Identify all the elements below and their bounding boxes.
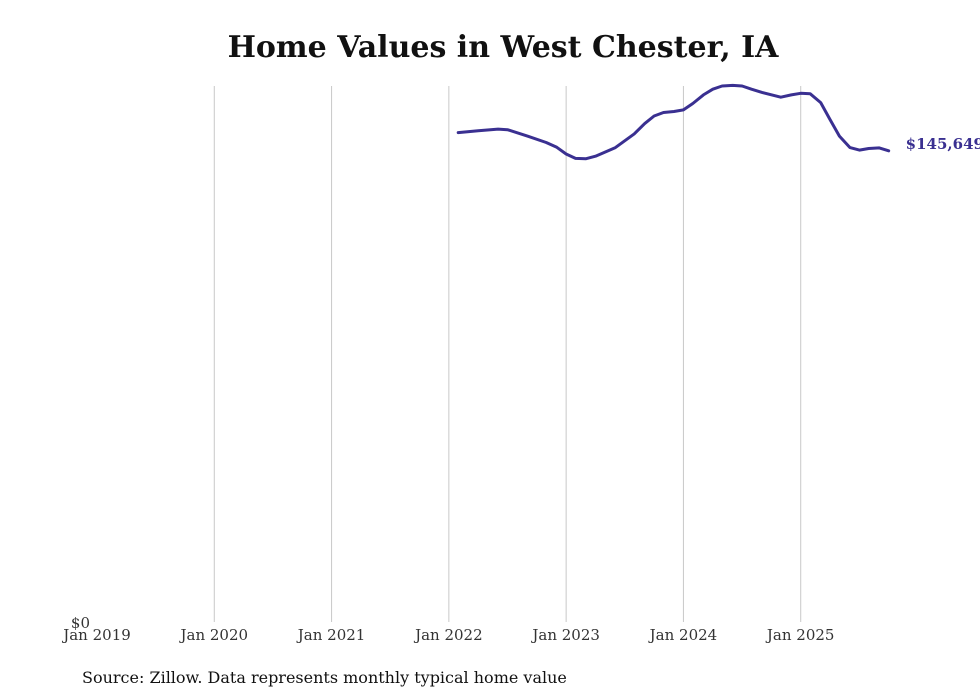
x-tick-label: Jan 2020 [179,626,249,644]
source-note: Source: Zillow. Data represents monthly … [82,668,567,687]
y-tick-label: $0 [71,614,90,632]
x-tick-label: Jan 2025 [765,626,835,644]
chart-title: Home Values in West Chester, IA [227,30,779,65]
x-tick-label: Jan 2019 [61,626,131,644]
x-tick-label: Jan 2024 [648,626,718,644]
end-value-label: $145,649 [906,135,980,153]
x-tick-label: Jan 2021 [296,626,366,644]
x-tick-label: Jan 2023 [530,626,600,644]
x-tick-label: Jan 2022 [413,626,483,644]
series-line [456,83,891,161]
